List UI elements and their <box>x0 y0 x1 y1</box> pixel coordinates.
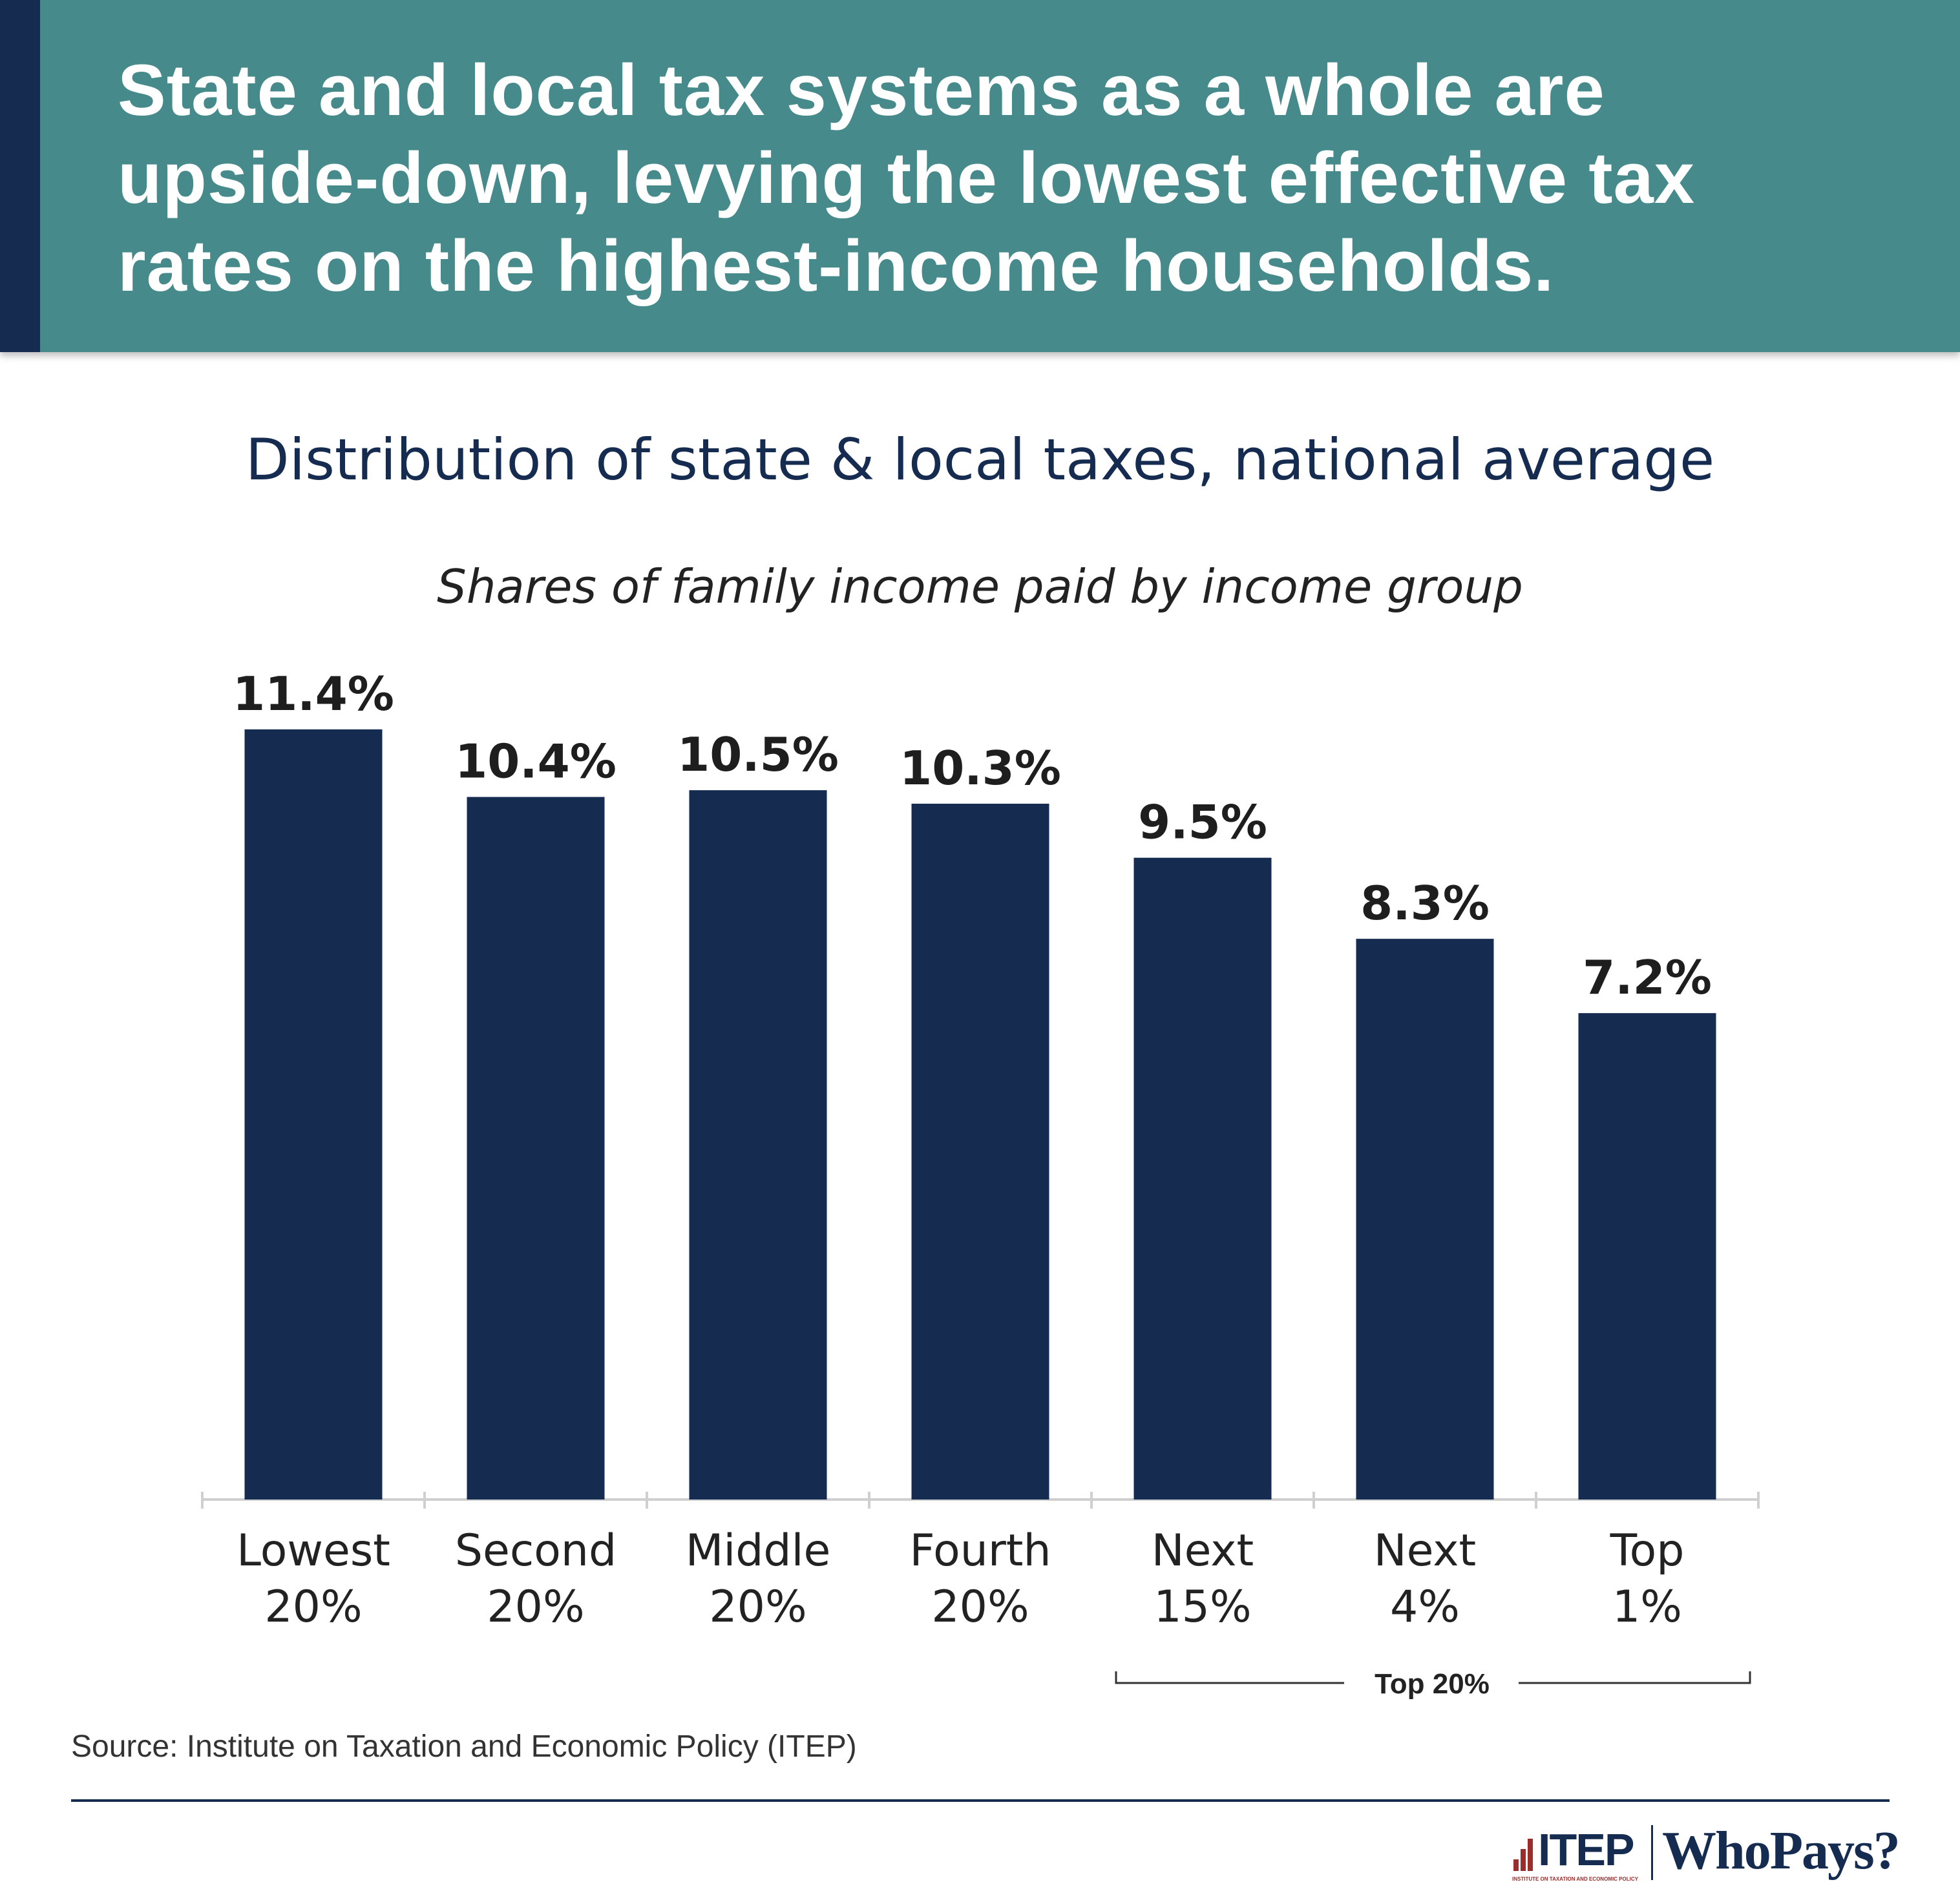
logo-itep-sub: INSTITUTE ON TAXATION AND ECONOMIC POLIC… <box>1512 1876 1638 1882</box>
data-label: 11.4% <box>233 667 394 721</box>
category-label: Fourth <box>909 1525 1051 1576</box>
bar <box>911 804 1049 1500</box>
category-label: 4% <box>1390 1582 1460 1633</box>
headline-line: State and local tax systems as a whole a… <box>118 50 1605 131</box>
group-bracket-left <box>1115 1671 1344 1684</box>
category-label: 20% <box>487 1582 584 1633</box>
category-label: Next <box>1374 1525 1476 1576</box>
chart-subtitle: Shares of family income paid by income g… <box>437 559 1523 614</box>
logo-itep: ITEP <box>1538 1824 1635 1875</box>
category-label: Second <box>455 1525 616 1576</box>
category-label: Lowest <box>237 1525 390 1576</box>
bar <box>1356 939 1494 1500</box>
category-label: Next <box>1152 1525 1254 1576</box>
itep-bars-icon <box>1512 1835 1538 1871</box>
source-note: Source: Institute on Taxation and Econom… <box>71 1730 857 1764</box>
logo-whopays: WhoPays? <box>1662 1821 1901 1881</box>
chart-title: Distribution of state & local taxes, nat… <box>245 426 1715 493</box>
group-bracket-label: Top 20% <box>1375 1668 1490 1700</box>
logo-separator <box>1651 1825 1653 1880</box>
header-banner: State and local tax systems as a whole a… <box>0 0 1960 352</box>
headline-line: rates on the highest-income households. <box>118 225 1555 306</box>
data-label: 10.4% <box>455 735 616 789</box>
category-label: 20% <box>264 1582 362 1633</box>
category-label: 20% <box>709 1582 806 1633</box>
data-label: 10.5% <box>677 727 839 782</box>
itep-whopays-logo: ITEP INSTITUTE ON TAXATION AND ECONOMIC … <box>1512 1822 1926 1886</box>
category-label: 1% <box>1612 1582 1682 1633</box>
footer-divider <box>71 1799 1890 1802</box>
headline: State and local tax systems as a whole a… <box>118 47 1946 310</box>
data-label: 9.5% <box>1138 795 1267 850</box>
category-label: Top <box>1610 1525 1685 1576</box>
bar <box>1578 1013 1716 1500</box>
data-label: 8.3% <box>1360 876 1490 930</box>
category-label: Middle <box>686 1525 831 1576</box>
group-bracket-right <box>1519 1671 1751 1684</box>
bar <box>467 797 605 1500</box>
headline-line: upside-down, levying the lowest effectiv… <box>118 138 1696 218</box>
bar <box>244 729 383 1500</box>
data-label: 10.3% <box>900 741 1061 795</box>
category-label: 20% <box>931 1582 1029 1633</box>
header-accent-stripe <box>0 0 40 352</box>
category-label: 15% <box>1154 1582 1251 1633</box>
bar <box>689 790 827 1500</box>
bar <box>1133 857 1272 1500</box>
data-label: 7.2% <box>1583 950 1712 1005</box>
